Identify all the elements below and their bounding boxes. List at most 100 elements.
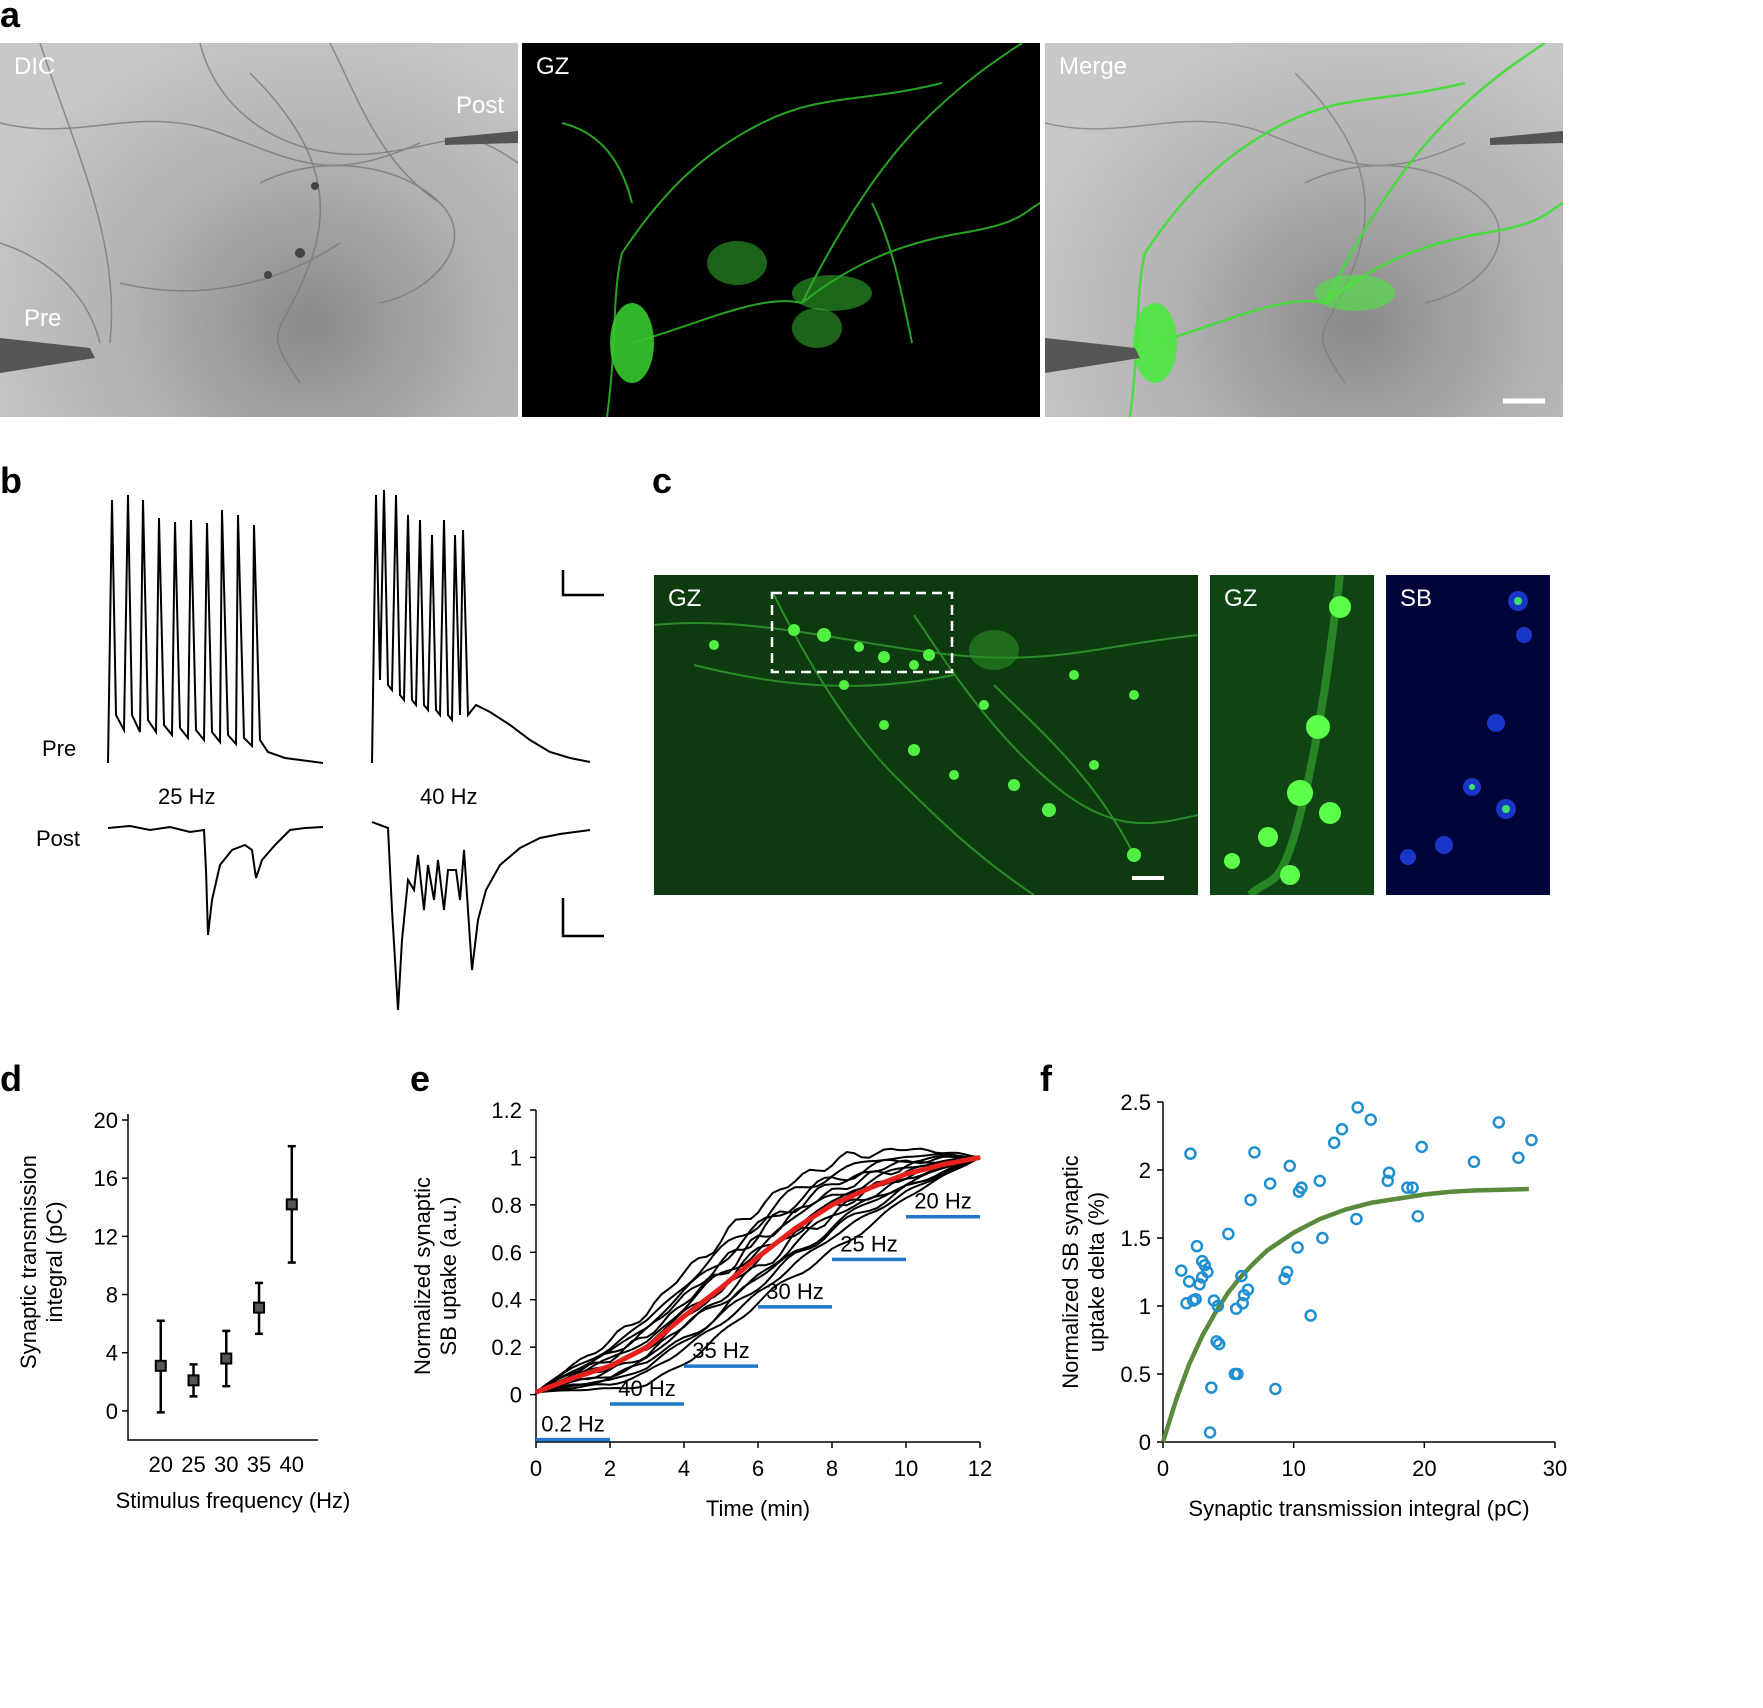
gz-inset-label: GZ bbox=[1224, 585, 1258, 612]
chart-f: 0 0.5 1 1.5 2 2.5 0 10 20 30 Synaptic transmission… bbox=[1058, 1090, 1567, 1521]
f-point bbox=[1411, 1209, 1425, 1223]
d-ylabel-line-0: Synaptic transmission bbox=[16, 1155, 41, 1369]
e-epoch-label: 40 Hz bbox=[618, 1376, 675, 1401]
f-point bbox=[1512, 1151, 1525, 1165]
panel-letter-d: d bbox=[0, 1058, 22, 1099]
d-point bbox=[154, 1359, 167, 1372]
f-point bbox=[1231, 1367, 1244, 1381]
f-point bbox=[1291, 1241, 1304, 1254]
f-point bbox=[1205, 1381, 1218, 1394]
e-xtick-label: 0 bbox=[530, 1456, 542, 1481]
f-point bbox=[1263, 1177, 1277, 1190]
e-xtick-label: 2 bbox=[604, 1456, 616, 1481]
f-fit-curve bbox=[1160, 1186, 1529, 1443]
f-point bbox=[1525, 1133, 1538, 1147]
e-ylabel: Normalized synaptic SB uptake (a.u.) bbox=[410, 1177, 461, 1375]
gz-label: GZ bbox=[536, 53, 570, 80]
e-xtick-label: 4 bbox=[678, 1456, 690, 1481]
merge-overlay bbox=[1045, 43, 1563, 417]
f-point bbox=[1280, 1265, 1294, 1279]
f-point bbox=[1203, 1426, 1217, 1439]
pre-trace-40hz bbox=[371, 489, 591, 764]
f-point bbox=[1415, 1140, 1428, 1154]
post-trace-25hz bbox=[107, 824, 324, 936]
e-epoch-label: 20 Hz bbox=[914, 1189, 971, 1214]
chart-e: 0 0.2 0.4 0.6 0.8 1 1.2 0 2 4 6 8 10 12 0.2 Hz 40 Hz 35 … bbox=[410, 1098, 992, 1521]
pre-label: Pre bbox=[42, 736, 77, 761]
f-xtick-label: 10 bbox=[1281, 1456, 1305, 1481]
f-point bbox=[1248, 1146, 1261, 1159]
f-point bbox=[1316, 1231, 1329, 1245]
f-point bbox=[1175, 1264, 1188, 1277]
panel-letter-a: a bbox=[0, 0, 21, 35]
f-ytick-label: 2 bbox=[1139, 1158, 1151, 1183]
f-ylabel-line-0: Normalized SB synaptic bbox=[1058, 1155, 1083, 1389]
e-epoch-label: 35 Hz bbox=[692, 1338, 749, 1363]
d-axes bbox=[127, 1114, 318, 1441]
gz-inset-image: GZ bbox=[1210, 575, 1374, 895]
d-point bbox=[253, 1301, 266, 1314]
f-ytick-label: 0 bbox=[1139, 1430, 1151, 1455]
e-ytick-label: 0.4 bbox=[491, 1288, 522, 1313]
f-point bbox=[1364, 1113, 1378, 1126]
gz-boutons-fluorescence bbox=[654, 591, 1198, 895]
f-point bbox=[1236, 1297, 1249, 1310]
d-ylabel-line-1: integral (pC) bbox=[42, 1201, 67, 1322]
f-point bbox=[1335, 1122, 1349, 1136]
panel-letter-c: c bbox=[652, 460, 673, 501]
ephys-traces bbox=[107, 489, 604, 1011]
pre-scale-bar bbox=[561, 570, 604, 597]
e-xtick-label: 8 bbox=[826, 1456, 838, 1481]
chart-d: 0 4 8 12 16 20 20 25 30 35 40 Stimulus frequency (H… bbox=[16, 1108, 351, 1513]
f-ytick-label: 0.5 bbox=[1120, 1362, 1151, 1387]
e-individual-trace bbox=[535, 1155, 981, 1394]
d-point bbox=[285, 1198, 298, 1211]
e-xtick-label: 12 bbox=[968, 1456, 992, 1481]
gz-boutons-image: GZ bbox=[654, 575, 1198, 895]
f-point bbox=[1350, 1212, 1363, 1226]
f-point bbox=[1210, 1335, 1223, 1348]
e-ylabel-line-0: Normalized synaptic bbox=[410, 1177, 435, 1375]
dic-image: DIC Pre Post bbox=[0, 43, 518, 417]
f-point bbox=[1182, 1275, 1196, 1288]
pre-electrode-label: Pre bbox=[24, 305, 62, 332]
e-individual-trace bbox=[535, 1154, 981, 1394]
panel-letter-f: f bbox=[1040, 1058, 1052, 1099]
f-ytick-label: 2.5 bbox=[1120, 1090, 1151, 1115]
e-ytick-label: 0.6 bbox=[491, 1240, 522, 1265]
sb-inset-label: SB bbox=[1400, 585, 1433, 612]
e-ytick-label: 0.2 bbox=[491, 1335, 522, 1360]
e-axes bbox=[535, 1110, 980, 1443]
f-point bbox=[1327, 1136, 1341, 1150]
pre-trace-25hz bbox=[107, 494, 324, 764]
f-point bbox=[1313, 1174, 1327, 1188]
f-point bbox=[1222, 1227, 1235, 1241]
e-ytick-label: 0 bbox=[510, 1383, 522, 1408]
e-individual-trace bbox=[535, 1156, 981, 1394]
f-xtick-label: 0 bbox=[1157, 1456, 1169, 1481]
e-epoch-label: 30 Hz bbox=[766, 1279, 823, 1304]
merge-image: Merge bbox=[1045, 43, 1563, 417]
d-xlabel: Stimulus frequency (Hz) bbox=[116, 1488, 351, 1513]
d-ytick-label: 8 bbox=[106, 1283, 118, 1308]
post-electrode-label: Post bbox=[456, 92, 505, 119]
e-ylabel-line-1: SB uptake (a.u.) bbox=[436, 1197, 461, 1356]
d-xtick-label: 35 bbox=[247, 1452, 271, 1477]
e-individual-trace bbox=[535, 1156, 981, 1394]
f-axes bbox=[1162, 1102, 1555, 1443]
merge-label: Merge bbox=[1059, 53, 1128, 80]
f-point bbox=[1198, 1258, 1212, 1272]
panel-letter-b: b bbox=[0, 460, 22, 501]
post-label: Post bbox=[36, 826, 81, 851]
d-point bbox=[187, 1374, 200, 1387]
d-ytick-label: 16 bbox=[94, 1166, 118, 1191]
f-ytick-label: 1.5 bbox=[1120, 1226, 1151, 1251]
panel-letter-e: e bbox=[410, 1058, 431, 1099]
post-trace-40hz bbox=[371, 821, 591, 1011]
gz-image: GZ bbox=[522, 43, 1040, 417]
freq-label-25hz: 25 Hz bbox=[158, 784, 216, 809]
e-individual-trace bbox=[535, 1156, 981, 1394]
f-point bbox=[1190, 1239, 1204, 1253]
e-epoch-label: 25 Hz bbox=[840, 1231, 897, 1256]
e-ytick-label: 1 bbox=[510, 1145, 522, 1170]
